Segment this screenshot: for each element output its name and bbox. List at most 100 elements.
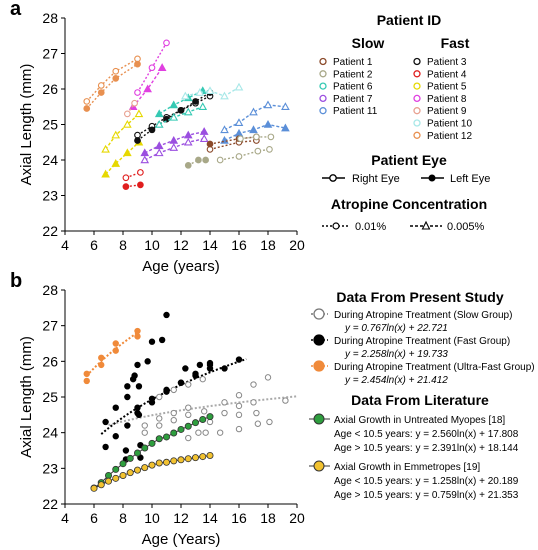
literature-point [105, 471, 113, 479]
data-point [185, 411, 192, 419]
legend-marker [413, 94, 421, 103]
data-point [195, 429, 202, 436]
literature-point [184, 455, 192, 463]
data-point [235, 153, 243, 160]
legend-study-label: During Atropine Treatment (Ultra-Fast Gr… [334, 362, 535, 373]
legend-study-label: During Atropine Treatment (Slow Group) [334, 310, 512, 321]
data-point [141, 422, 148, 429]
legend-left-eye-label: Left Eye [450, 173, 490, 185]
legend-study-marker [313, 360, 325, 372]
legend-b-title-literature: Data From Literature [351, 392, 489, 408]
data-point [134, 404, 141, 411]
data-point [154, 109, 164, 118]
data-point [83, 105, 91, 112]
legend-study-label: During Atropine Treatment (Fast Group) [334, 336, 510, 347]
data-point [134, 409, 141, 417]
x-tick-label: 18 [260, 510, 276, 526]
data-point [263, 119, 273, 128]
data-point [216, 156, 224, 164]
x-tick-label: 16 [231, 237, 247, 253]
legend-left-eye-marker [428, 174, 436, 182]
data-point [201, 408, 208, 415]
data-point [97, 89, 105, 96]
data-point [266, 418, 273, 426]
legend-label: Patient 12 [427, 131, 472, 142]
data-point [206, 140, 214, 148]
y-tick-label: 23 [42, 188, 58, 204]
literature-point [148, 439, 156, 447]
data-point [156, 415, 163, 422]
data-point [101, 169, 110, 178]
data-point [156, 393, 163, 401]
data-point [148, 64, 156, 72]
data-point [169, 112, 179, 121]
legend-slow-header: Slow [352, 35, 385, 51]
data-point [253, 133, 260, 141]
data-point [123, 148, 132, 157]
legend-literature-label: Axial Growth in Untreated Myopes [18] [334, 415, 505, 426]
series-line [220, 148, 270, 161]
series-line [224, 104, 286, 131]
data-point [141, 429, 148, 436]
data-point [250, 399, 257, 406]
literature-point [206, 451, 214, 459]
data-point [183, 130, 193, 139]
literature-point [133, 466, 141, 474]
data-point [112, 74, 120, 82]
data-point [198, 102, 208, 111]
data-point [183, 107, 193, 116]
data-point [221, 365, 228, 372]
y-tick-label: 28 [42, 10, 58, 26]
y-tick-label: 26 [42, 81, 58, 97]
y-tick-label: 27 [42, 318, 58, 334]
data-point [134, 109, 144, 118]
legend-literature-equation: Age > 10.5 years: y = 0.759ln(x) + 21.35… [334, 490, 519, 501]
legend-conc-title: Atropine Concentration [331, 196, 487, 212]
x-tick-label: 20 [289, 237, 305, 253]
x-tick-label: 8 [119, 237, 127, 253]
data-point [102, 418, 109, 426]
data-point [202, 156, 209, 164]
data-point [144, 358, 151, 365]
y-tick-label: 24 [42, 425, 58, 441]
x-tick-label: 8 [119, 510, 127, 526]
literature-point [177, 456, 185, 464]
literature-point [206, 413, 214, 421]
data-point [122, 447, 130, 454]
data-point [169, 100, 179, 109]
data-point [124, 393, 131, 401]
data-point [134, 60, 141, 68]
legend-label: Patient 8 [427, 94, 467, 105]
data-point [98, 361, 105, 369]
data-point [123, 110, 131, 118]
x-axis-title: Age (Years) [142, 531, 221, 548]
legend-label: Patient 1 [333, 57, 373, 68]
data-point [83, 98, 91, 105]
legend-literature-equation: Age < 10.5 years: y = 2.560ln(x) + 17.80… [334, 429, 519, 440]
data-point [124, 383, 131, 390]
y-tick-label: 23 [42, 460, 58, 476]
data-point [253, 409, 260, 417]
data-point [111, 130, 121, 139]
data-point [163, 311, 170, 319]
y-axis-title: Axial Length (mm) [18, 64, 35, 186]
legend-eye-title: Patient Eye [371, 152, 447, 168]
legend-study-equation: y = 2.454ln(x) + 21.412 [344, 375, 448, 386]
x-tick-label: 20 [289, 510, 305, 526]
data-point [148, 338, 156, 345]
legend-marker [319, 57, 327, 66]
data-point [183, 137, 193, 146]
panel-b-chart: 22 23 24 25 26 27 28 4 6 8 10 12 14 16 18 20 Age (Years)… [10, 270, 305, 548]
legend-literature-label: Axial Growth in Emmetropes [19] [334, 462, 480, 473]
data-point [134, 327, 141, 335]
data-point [134, 55, 141, 63]
legend-literature-marker [313, 460, 325, 472]
literature-line [93, 454, 211, 489]
data-point [134, 89, 141, 96]
data-point [235, 402, 243, 410]
data-point [101, 144, 110, 153]
literature-point [155, 459, 163, 467]
legend-literature-marker [313, 413, 325, 425]
data-point [234, 118, 244, 126]
data-point [177, 379, 185, 386]
